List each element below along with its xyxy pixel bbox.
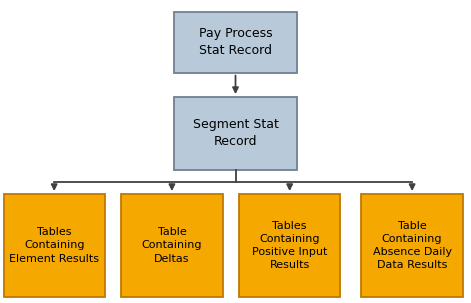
FancyBboxPatch shape — [122, 194, 223, 297]
FancyBboxPatch shape — [174, 97, 297, 170]
FancyBboxPatch shape — [174, 12, 297, 73]
FancyBboxPatch shape — [239, 194, 340, 297]
Text: Tables
Containing
Element Results: Tables Containing Element Results — [9, 227, 99, 264]
Text: Segment Stat
Record: Segment Stat Record — [193, 118, 278, 148]
FancyBboxPatch shape — [362, 194, 463, 297]
Text: Table
Containing
Deltas: Table Containing Deltas — [142, 227, 202, 264]
FancyBboxPatch shape — [4, 194, 105, 297]
Text: Pay Process
Stat Record: Pay Process Stat Record — [199, 27, 272, 58]
Text: Tables
Containing
Positive Input
Results: Tables Containing Positive Input Results — [252, 221, 327, 270]
Text: Table
Containing
Absence Daily
Data Results: Table Containing Absence Daily Data Resu… — [373, 221, 452, 270]
